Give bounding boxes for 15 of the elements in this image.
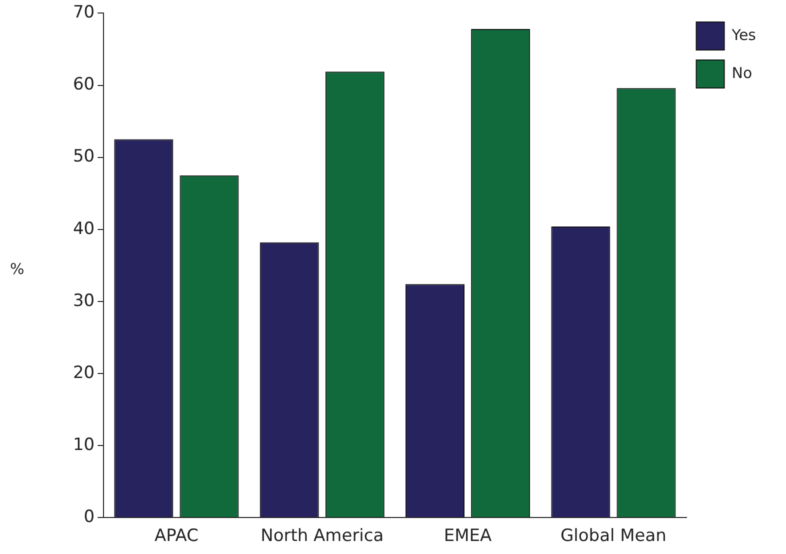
y-tick-label: 60: [72, 74, 95, 95]
y-tick-label: 30: [72, 290, 95, 311]
x-tick-label: EMEA: [444, 526, 492, 546]
y-tick-label: 50: [72, 146, 95, 167]
legend-label: No: [732, 64, 752, 82]
y-tick-label: 40: [72, 218, 95, 239]
x-tick-label: Global Mean: [560, 526, 666, 546]
y-tick-label: 0: [84, 507, 95, 528]
y-tick-label: 70: [72, 2, 95, 23]
y-axis-title: %: [10, 260, 24, 278]
y-tick-label: 10: [72, 434, 95, 455]
y-tick-label: 20: [72, 362, 95, 383]
legend-label: Yes: [730, 26, 756, 44]
x-tick-label: North America: [260, 526, 384, 546]
x-tick-label: APAC: [154, 526, 198, 546]
